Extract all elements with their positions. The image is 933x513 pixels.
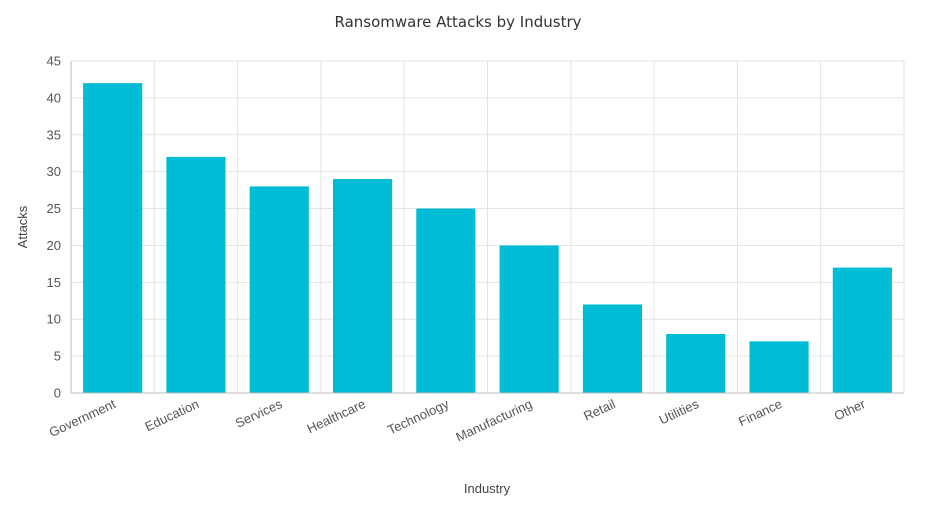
x-tick-label: Manufacturing — [453, 396, 534, 444]
axes-layer — [70, 61, 904, 394]
x-tick-label: Education — [142, 396, 201, 434]
y-tick-label: 10 — [47, 312, 61, 327]
y-tick-labels: 0 5 10 15 20 25 30 35 40 45 — [47, 54, 61, 401]
x-tick-label: Other — [832, 396, 868, 424]
bar-retail[interactable] — [582, 304, 643, 393]
y-axis-title: Attacks — [15, 205, 30, 248]
bar-utilities[interactable] — [666, 333, 726, 393]
bar-manufacturing[interactable] — [499, 245, 559, 393]
y-tick-label: 0 — [54, 386, 61, 401]
x-tick-labels: Government Education Services Healthcare Tec… — [47, 396, 868, 445]
bar-government[interactable] — [83, 83, 143, 393]
x-tick-label: Healthcare — [304, 396, 367, 436]
x-tick-label: Retail — [581, 396, 618, 424]
x-tick-label: Services — [233, 396, 285, 431]
x-tick-label: Utilities — [657, 396, 702, 428]
bars-layer — [83, 83, 892, 393]
chart-title: Ransomware Attacks by Industry — [334, 13, 581, 31]
y-tick-label: 40 — [47, 90, 61, 105]
y-tick-label: 20 — [47, 238, 61, 253]
y-tick-label: 25 — [47, 201, 61, 216]
bar-technology[interactable] — [416, 208, 476, 393]
x-tick-label: Finance — [736, 396, 784, 429]
bar-other[interactable] — [832, 267, 892, 393]
bar-healthcare[interactable] — [332, 179, 393, 393]
x-axis-title: Industry — [464, 481, 511, 496]
y-tick-label: 15 — [47, 275, 61, 290]
x-tick-label: Technology — [385, 396, 451, 438]
y-tick-label: 35 — [47, 127, 61, 142]
y-tick-label: 30 — [47, 164, 61, 179]
y-tick-label: 45 — [47, 54, 61, 69]
bar-finance[interactable] — [749, 341, 809, 393]
y-tick-label: 5 — [54, 349, 61, 364]
bar-services[interactable] — [249, 186, 309, 393]
bar-education[interactable] — [166, 156, 226, 393]
x-tick-label: Government — [47, 396, 119, 440]
